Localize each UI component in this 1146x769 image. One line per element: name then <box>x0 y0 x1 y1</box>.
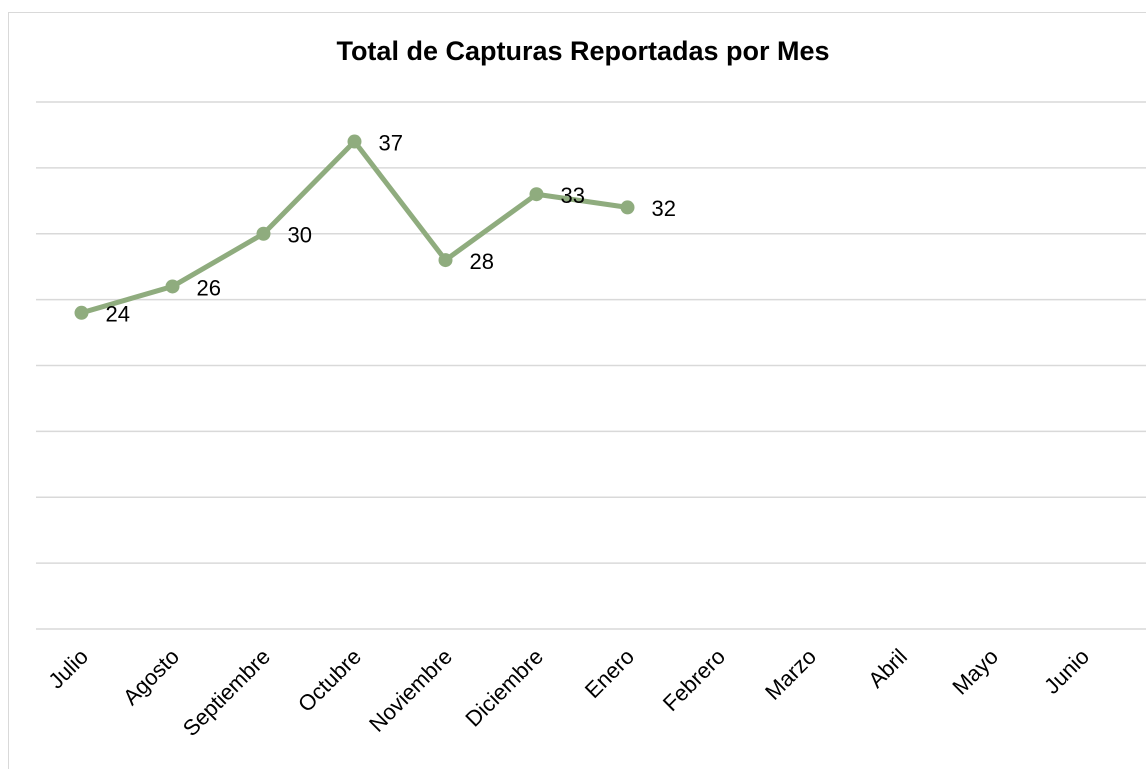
data-label: 33 <box>561 183 585 208</box>
data-point <box>529 187 544 202</box>
data-point <box>438 253 453 268</box>
data-label: 30 <box>288 223 312 248</box>
data-point <box>620 200 635 215</box>
data-point <box>165 279 180 294</box>
chart-title: Total de Capturas Reportadas por Mes <box>336 36 829 66</box>
data-label: 32 <box>652 196 676 221</box>
data-point <box>347 134 362 149</box>
data-label: 24 <box>106 302 130 327</box>
chart-frame <box>8 12 1146 769</box>
data-label: 37 <box>379 130 403 155</box>
data-point <box>256 226 271 241</box>
data-label: 28 <box>470 249 494 274</box>
data-point <box>74 305 89 320</box>
data-label: 26 <box>197 275 221 300</box>
